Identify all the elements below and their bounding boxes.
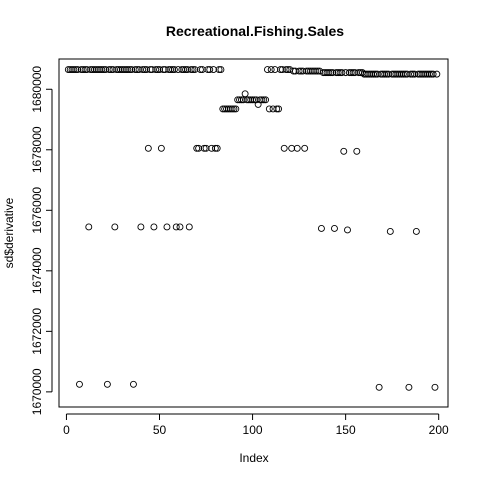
data-point	[70, 66, 78, 74]
data-point	[236, 96, 243, 104]
x-tick-label: 0	[63, 423, 70, 437]
data-point	[312, 67, 320, 75]
data-point	[288, 144, 296, 152]
data-point	[280, 144, 288, 152]
y-axis-title: sd$derivative	[2, 197, 16, 268]
y-tick-label: 1676000	[30, 187, 44, 234]
data-point	[429, 70, 437, 78]
y-tick-label: 1670000	[30, 368, 44, 415]
data-point	[124, 66, 132, 74]
data-point	[433, 70, 441, 78]
data-point	[197, 66, 204, 74]
y-tick-label: 1672000	[30, 308, 44, 355]
data-point	[187, 66, 195, 74]
chart-title: Recreational.Fishing.Sales	[166, 23, 344, 39]
data-point	[375, 383, 383, 391]
data-point	[163, 223, 171, 231]
data-point	[185, 223, 193, 231]
data-point	[258, 96, 266, 104]
data-point	[425, 70, 433, 78]
data-point	[213, 144, 221, 152]
data-point	[293, 144, 301, 152]
data-point	[325, 69, 333, 77]
data-point	[180, 66, 188, 74]
data-point	[172, 223, 180, 231]
x-tick-label: 50	[153, 423, 167, 437]
data-point	[139, 66, 147, 74]
data-point	[129, 380, 137, 388]
data-point	[282, 66, 290, 74]
data-point	[353, 147, 361, 155]
data-point	[399, 70, 407, 78]
data-point	[230, 105, 238, 113]
data-point	[111, 223, 119, 231]
data-point	[170, 66, 178, 74]
data-point	[137, 223, 145, 231]
x-tick-label: 200	[429, 423, 449, 437]
data-point	[334, 69, 342, 77]
data-point	[98, 66, 106, 74]
data-point	[193, 144, 201, 152]
x-tick-label: 100	[243, 423, 263, 437]
data-point	[347, 69, 355, 77]
data-point	[264, 66, 271, 74]
data-point	[267, 66, 275, 74]
data-point	[317, 225, 325, 232]
data-point	[85, 223, 93, 231]
data-point	[273, 105, 281, 113]
data-point	[301, 144, 309, 152]
data-point	[431, 383, 439, 391]
data-point	[103, 380, 111, 388]
data-point	[344, 226, 351, 234]
data-point	[271, 66, 279, 74]
plot-frame	[58, 58, 449, 408]
data-points	[64, 66, 441, 391]
data-point	[189, 66, 197, 74]
data-point	[331, 225, 338, 232]
data-point	[206, 66, 214, 74]
data-point	[265, 105, 273, 113]
data-point	[275, 105, 283, 113]
y-tick-label: 1674000	[30, 247, 44, 294]
data-point	[386, 228, 394, 235]
y-axis: 1670000 1672000 1674000 1676000 1678000 16800…	[30, 66, 53, 415]
x-axis: 0 50 100 150 200	[63, 413, 449, 437]
data-point	[295, 67, 303, 75]
data-point	[105, 66, 113, 74]
data-point	[407, 70, 415, 78]
data-point	[210, 66, 217, 74]
data-point	[176, 223, 184, 231]
data-point	[412, 228, 420, 235]
data-point	[150, 223, 158, 231]
data-point	[152, 66, 160, 74]
y-tick-label: 1680000	[30, 66, 44, 113]
data-point	[232, 105, 240, 113]
data-point	[131, 66, 139, 74]
data-point	[167, 66, 175, 74]
data-point	[262, 96, 270, 104]
data-point	[200, 144, 208, 152]
data-point	[340, 147, 348, 155]
x-axis-title: Index	[239, 451, 268, 465]
data-point	[211, 144, 219, 152]
data-point	[249, 96, 257, 104]
data-point	[76, 380, 83, 388]
data-point	[260, 96, 268, 104]
data-point	[241, 90, 249, 98]
data-point	[338, 69, 346, 77]
data-point	[79, 66, 87, 74]
x-tick-label: 150	[336, 423, 356, 437]
data-point	[254, 100, 262, 108]
data-point	[228, 105, 236, 113]
y-tick-label: 1678000	[30, 126, 44, 173]
data-point	[215, 66, 223, 74]
data-point	[370, 70, 378, 78]
data-point	[144, 144, 152, 152]
data-point	[157, 144, 165, 152]
data-point	[405, 383, 413, 391]
data-point	[217, 66, 225, 74]
data-point	[381, 70, 389, 78]
